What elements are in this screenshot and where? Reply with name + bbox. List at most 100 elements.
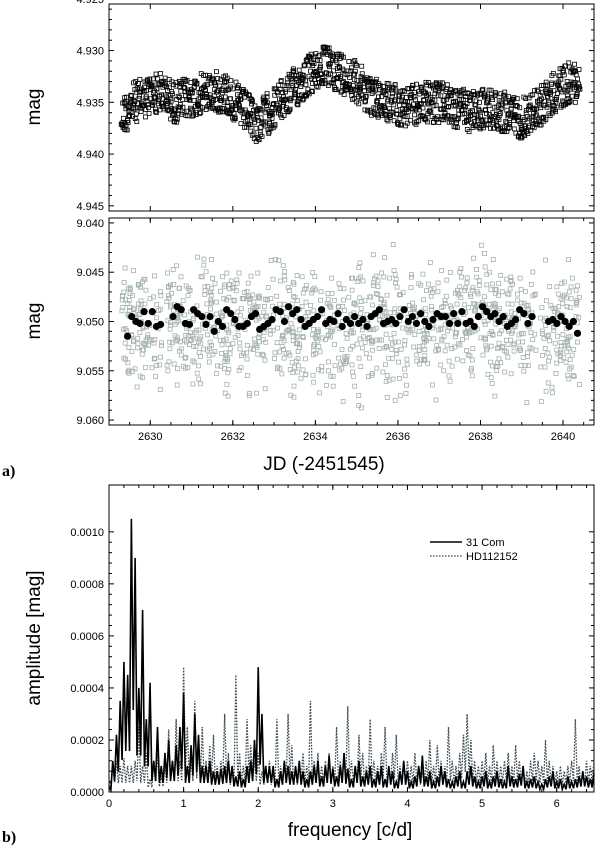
- data-point: [239, 107, 245, 113]
- raw-data-point: [383, 379, 389, 384]
- binned-data-point: [206, 312, 214, 321]
- data-point: [473, 98, 479, 104]
- raw-data-point: [176, 318, 182, 324]
- raw-data-point: [276, 258, 282, 263]
- data-point: [161, 106, 167, 112]
- data-point: [347, 68, 353, 74]
- raw-data-point: [369, 340, 375, 346]
- data-point: [502, 89, 508, 95]
- raw-data-point: [316, 390, 322, 396]
- raw-data-point: [370, 339, 376, 344]
- binned-data-point: [408, 312, 416, 321]
- raw-data-point: [329, 290, 335, 296]
- panel-top-ytick-label: 4.935: [76, 97, 104, 109]
- data-point: [251, 131, 257, 137]
- raw-data-point: [574, 298, 580, 304]
- raw-data-point: [471, 308, 477, 314]
- data-point: [232, 116, 238, 122]
- raw-data-point: [455, 290, 461, 296]
- raw-data-point: [433, 348, 439, 354]
- data-point: [154, 86, 160, 92]
- data-point: [504, 129, 510, 134]
- data-point: [177, 104, 183, 110]
- data-point: [503, 100, 508, 106]
- raw-data-point: [483, 337, 488, 342]
- raw-data-point: [470, 346, 476, 351]
- data-point: [370, 79, 375, 85]
- raw-data-point: [230, 341, 236, 347]
- data-point: [133, 111, 139, 117]
- raw-data-point: [476, 278, 482, 283]
- raw-data-point: [566, 334, 571, 340]
- raw-data-point: [227, 346, 233, 351]
- raw-data-point: [466, 305, 471, 311]
- raw-data-point: [121, 280, 127, 285]
- data-point: [429, 97, 435, 102]
- raw-data-point: [520, 355, 526, 360]
- data-point: [180, 104, 186, 110]
- raw-data-point: [502, 369, 508, 375]
- panel-top-yticks: 4.925 4.930 4.935 4.940 4.945: [76, 0, 594, 213]
- raw-data-point: [237, 340, 243, 346]
- data-point: [235, 85, 241, 91]
- raw-data-point: [393, 276, 399, 282]
- raw-data-point: [182, 355, 188, 361]
- data-point: [521, 117, 527, 123]
- raw-data-point: [577, 382, 582, 387]
- raw-data-point: [298, 375, 304, 381]
- raw-data-point: [504, 276, 510, 282]
- binned-data-point: [185, 320, 194, 329]
- raw-data-point: [390, 355, 396, 361]
- raw-data-point: [381, 300, 387, 305]
- raw-data-point: [310, 332, 316, 338]
- raw-data-point: [295, 356, 301, 361]
- raw-data-point: [439, 305, 445, 310]
- data-point: [186, 96, 192, 102]
- data-point: [411, 89, 417, 95]
- data-point: [401, 89, 407, 95]
- raw-data-point: [270, 303, 276, 309]
- data-point: [189, 89, 195, 95]
- data-point: [298, 84, 304, 89]
- data-point: [329, 51, 335, 57]
- data-point: [194, 80, 200, 86]
- raw-data-point: [372, 276, 377, 282]
- panel-bottom-ytick-label: 0.0008: [70, 579, 104, 591]
- raw-data-point: [481, 319, 487, 324]
- data-point: [194, 101, 200, 107]
- data-point: [517, 105, 523, 111]
- raw-data-point: [469, 287, 475, 293]
- raw-data-point: [225, 342, 231, 347]
- data-point: [423, 79, 429, 85]
- raw-data-point: [297, 345, 302, 350]
- data-point: [128, 92, 134, 98]
- raw-data-point: [241, 296, 246, 302]
- raw-data-point: [490, 257, 496, 262]
- raw-data-point: [538, 364, 544, 370]
- panel-top-ytick-label: 4.945: [76, 201, 104, 213]
- raw-data-point: [280, 263, 286, 269]
- data-point: [383, 91, 389, 97]
- raw-data-point: [567, 356, 573, 362]
- binned-data-point: [359, 315, 367, 324]
- raw-data-point: [157, 362, 163, 368]
- data-point: [363, 93, 369, 99]
- raw-data-point: [282, 269, 288, 274]
- raw-data-point: [566, 257, 571, 262]
- data-point: [265, 100, 270, 106]
- panel-bottom-xtick-label: 2: [255, 798, 261, 810]
- raw-data-point: [225, 393, 231, 399]
- data-point: [574, 90, 580, 96]
- data-point: [206, 95, 212, 100]
- raw-data-point: [570, 373, 576, 379]
- raw-data-point: [328, 373, 334, 379]
- data-point: [177, 102, 183, 107]
- raw-data-point: [462, 287, 468, 293]
- raw-data-point: [224, 381, 230, 387]
- panel-middle-xlabel: JD (-2451545): [263, 454, 384, 475]
- raw-data-point: [446, 358, 452, 364]
- data-point: [493, 91, 499, 97]
- raw-data-point: [402, 373, 408, 378]
- raw-data-point: [169, 340, 175, 346]
